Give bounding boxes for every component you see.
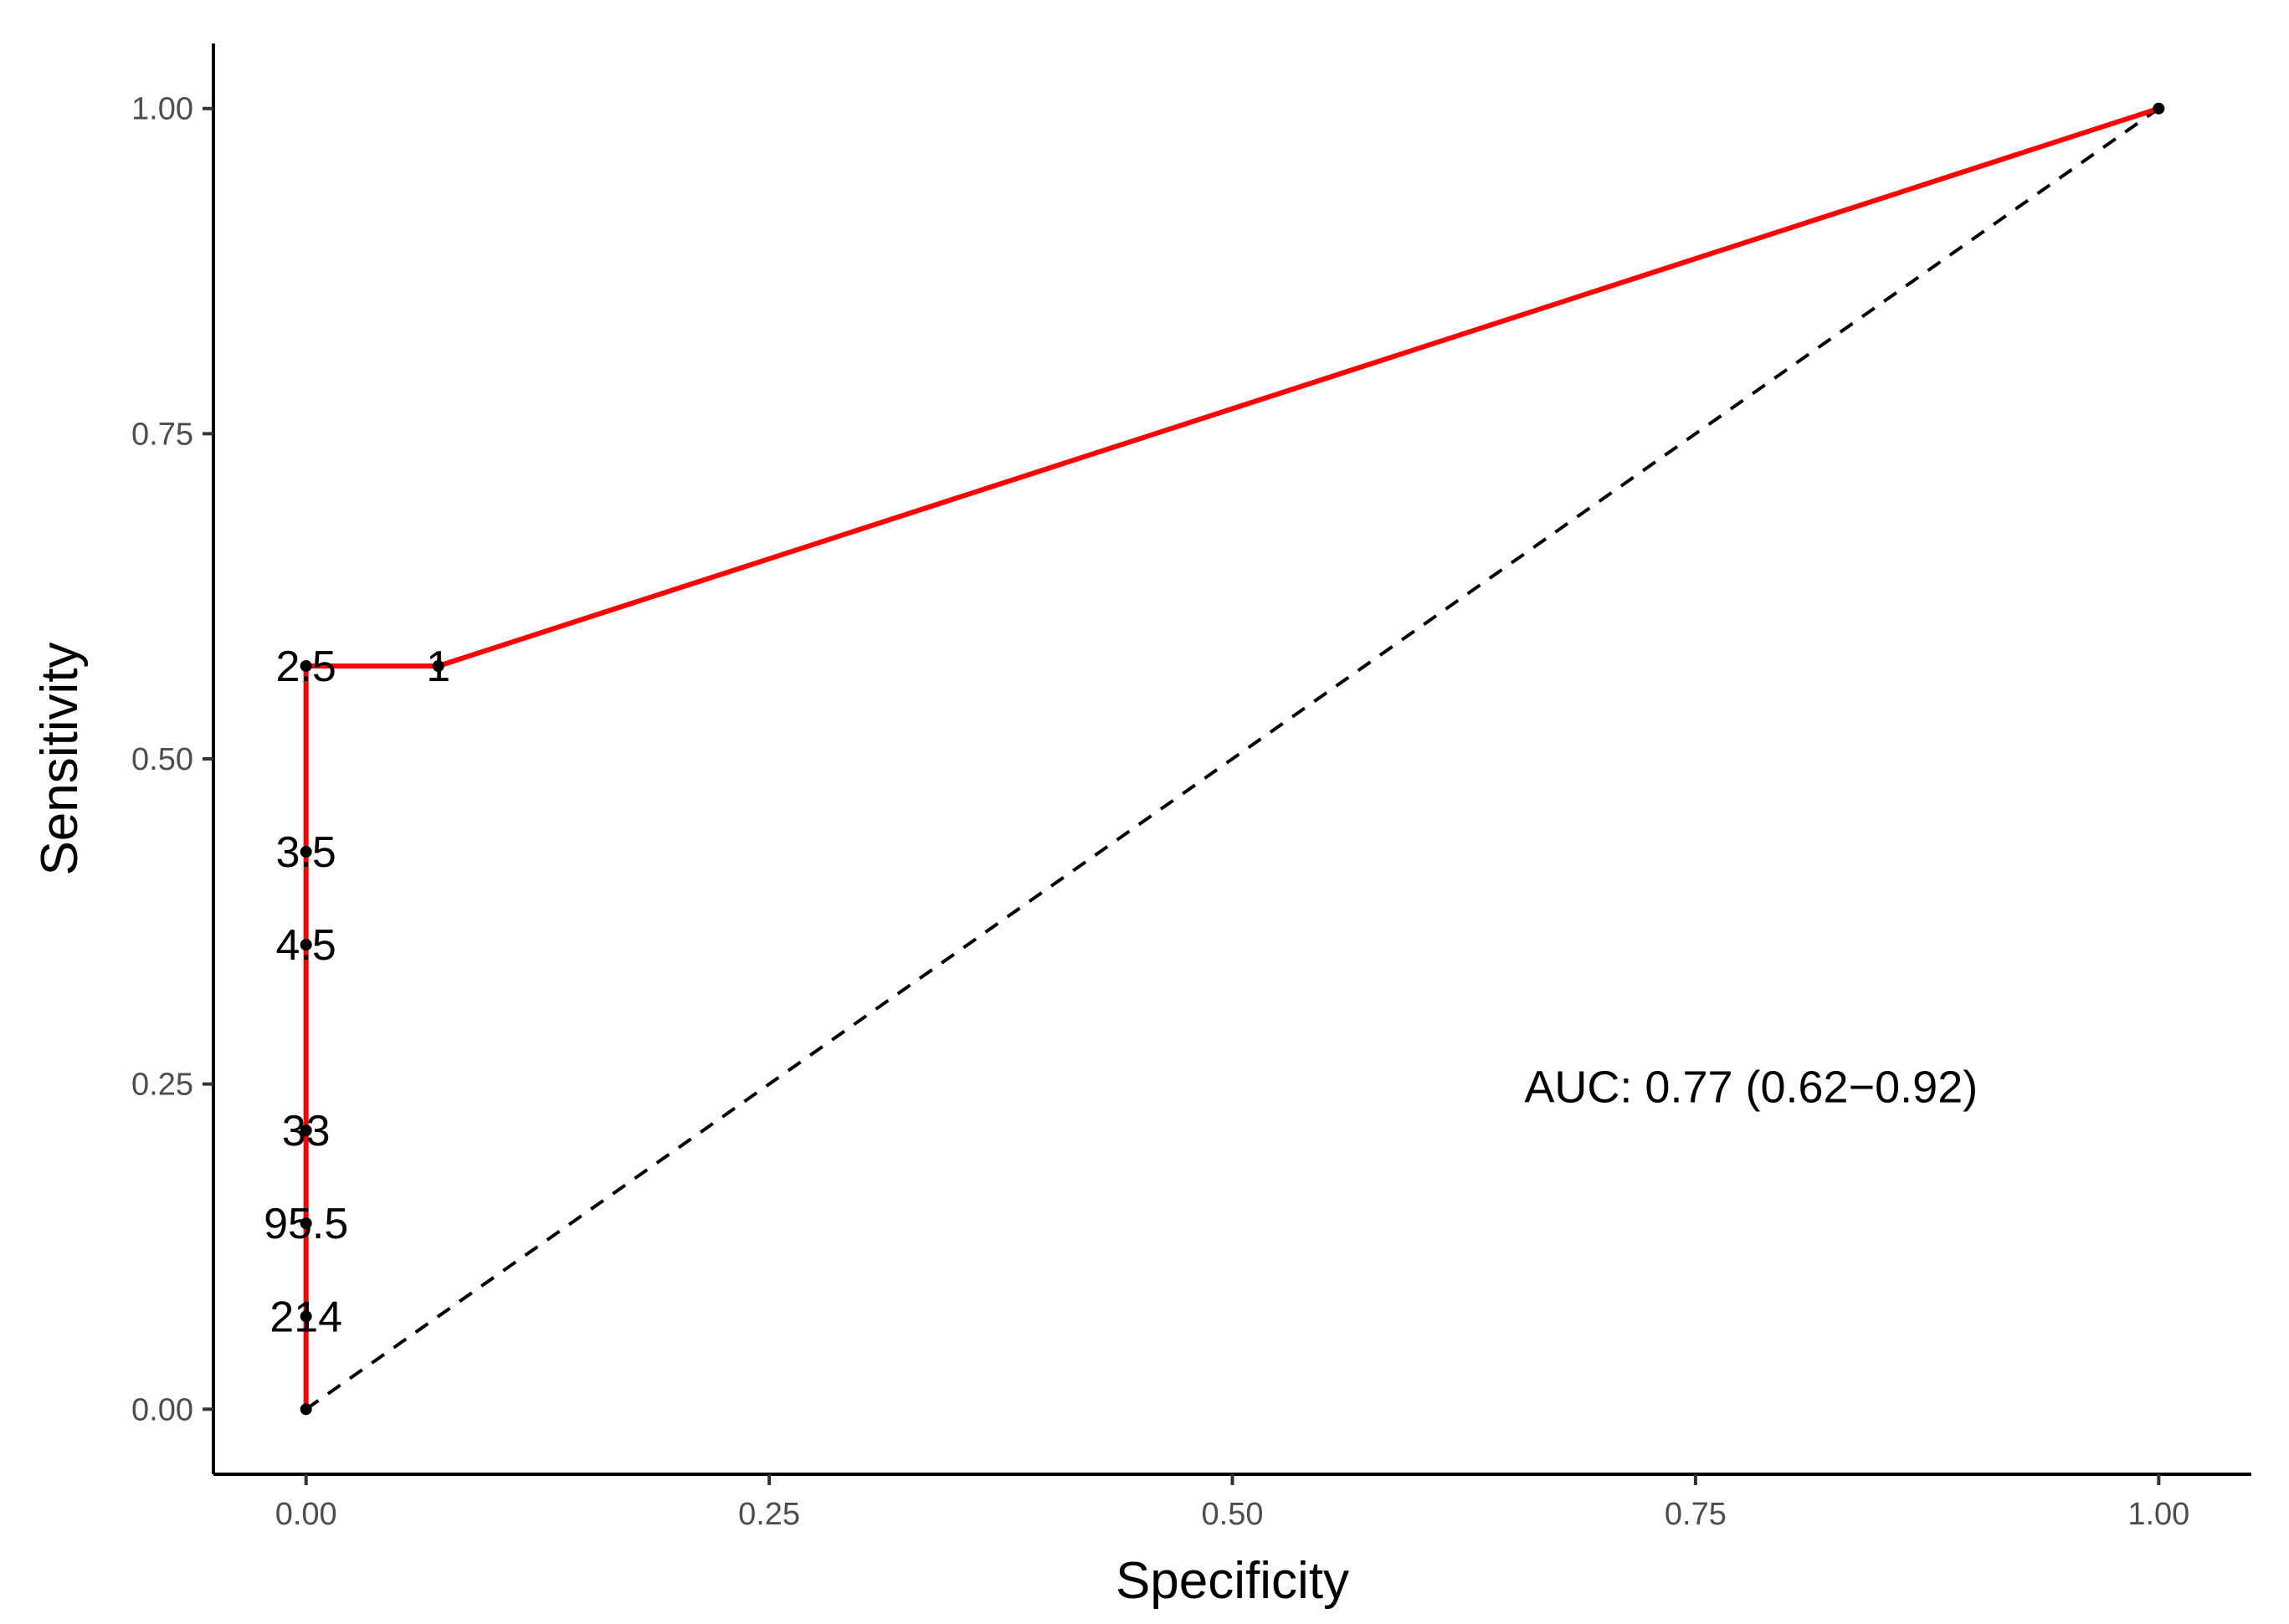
roc-point [300,845,312,858]
roc-point [300,660,312,673]
y-tick-label: 0.75 [131,417,193,452]
axis-layer: 0.00 0.25 0.50 0.75 1.00 0.00 0.25 0.50 0.75 1.00 [131,44,2251,1532]
roc-point [432,660,444,673]
y-axis-title: Sensitivity [31,642,89,875]
threshold-label: 1 [426,643,450,691]
y-tick-label: 0.50 [131,742,193,777]
y-tick-label: 1.00 [131,92,193,127]
x-tick-label: 0.75 [1665,1497,1727,1532]
roc-point [300,1403,312,1416]
x-tick-label: 1.00 [2127,1497,2189,1532]
x-tick-label: 0.25 [738,1497,800,1532]
threshold-label: 2.5 [276,643,336,691]
reference-diagonal-line [305,107,2160,1411]
auc-annotation: AUC: 0.77 (0.62−0.92) [1524,1063,1978,1113]
point-label-layer: 214 95.5 33 4.5 3.5 2.5 1 [264,643,450,1341]
threshold-label: 4.5 [276,921,336,970]
roc-point [2153,102,2165,115]
x-tick-label: 0.50 [1202,1497,1264,1532]
roc-point [300,939,312,951]
roc-point [300,1310,312,1323]
reference-line-layer [305,107,2160,1411]
threshold-label: 33 [282,1107,331,1155]
threshold-label: 3.5 [276,828,336,877]
roc-point [300,1217,312,1230]
x-tick-label: 0.00 [275,1497,337,1532]
threshold-label: 214 [269,1293,342,1341]
y-tick-label: 0.25 [131,1068,193,1103]
roc-point [300,1125,312,1137]
y-tick-label: 0.00 [131,1392,193,1427]
threshold-label: 95.5 [264,1200,348,1248]
x-axis-title: Specificity [1116,1552,1349,1610]
roc-series-layer [300,102,2165,1416]
